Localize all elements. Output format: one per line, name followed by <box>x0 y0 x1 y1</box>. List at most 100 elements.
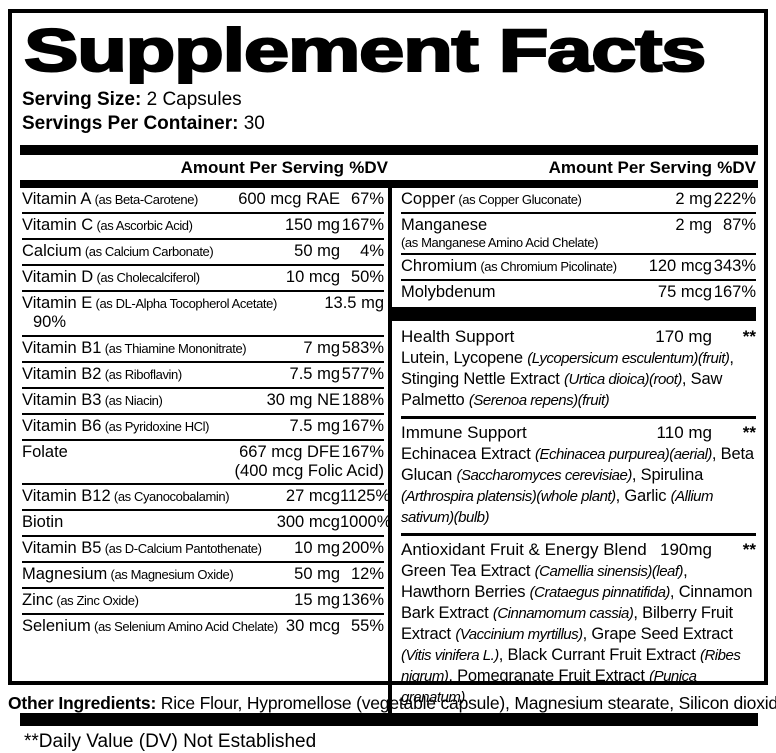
nutrient-name-cell: Magnesium (as Magnesium Oxide) <box>22 565 234 584</box>
nutrient-name: Vitamin B5 <box>22 539 102 557</box>
nutrient-name: Chromium <box>401 257 478 275</box>
nutrient-form: (as Thiamine Mononitrate) <box>101 341 247 356</box>
nutrient-row: Vitamin B2 (as Riboflavin) 7.5 mg 577% <box>22 361 384 387</box>
nutrient-name-cell: Folate <box>22 443 68 462</box>
botanical-name: (Saccharomyces cerevisiae) <box>456 467 632 484</box>
nutrient-row: Copper (as Copper Gluconate) 2 mg 222% <box>401 188 756 212</box>
nutrient-row: Manganese (as Manganese Amino Acid Chelat… <box>401 212 756 253</box>
blend-header: Antioxidant Fruit & Energy Blend 190mg ** <box>401 539 756 561</box>
serving-size-line: Serving Size: 2 Capsules <box>22 88 756 112</box>
nutrient-amount: 667 mcg DFE <box>239 443 340 461</box>
nutrient-row: Calcium (as Calcium Carbonate) 50 mg 4% <box>22 238 384 264</box>
nutrient-name-cell: Vitamin B5 (as D-Calcium Pantothenate) <box>22 539 262 558</box>
serving-size-value: 2 Capsules <box>141 89 242 110</box>
ingredient-text: , Garlic <box>615 487 671 505</box>
botanical-name: (Punica granatum) <box>401 668 697 706</box>
ingredient-text: , Pomegranate Fruit Extract <box>448 667 650 685</box>
nutrients-table: Vitamin A (as Beta-Carotene) 600 mcg RAE 6… <box>22 188 756 713</box>
nutrient-name: Calcium <box>22 242 82 260</box>
nutrient-amount: 7 mg <box>303 339 340 357</box>
botanical-name: (Camellia sinensis)(leaf) <box>534 563 684 580</box>
botanical-name: (Cinnamomum cassia) <box>492 605 634 622</box>
nutrient-amount-secondary: (400 mcg Folic Acid) <box>234 462 384 480</box>
percent-dv-header: %DV <box>349 158 388 177</box>
nutrient-row: Vitamin A (as Beta-Carotene) 600 mcg RAE 6… <box>22 188 384 212</box>
blend-amount: 190mg <box>660 540 712 559</box>
blend-amount: 110 mg <box>656 423 712 442</box>
nutrient-form: (as Manganese Amino Acid Chelate) <box>401 235 599 250</box>
botanical-name: (Echinacea purpurea)(aerial) <box>534 446 712 463</box>
nutrient-row: Vitamin C (as Ascorbic Acid) 150 mg 167% <box>22 212 384 238</box>
nutrient-amount: 30 mg NE <box>266 391 340 409</box>
nutrient-form: (as Magnesium Oxide) <box>107 567 234 582</box>
nutrient-amount: 150 mg <box>284 216 340 234</box>
nutrient-amount: 2 mg <box>675 216 712 234</box>
nutrient-form: (as Riboflavin) <box>101 367 182 382</box>
other-ingredients-label: Other Ingredients: <box>8 693 157 713</box>
nutrient-form: (as Beta-Carotene) <box>91 192 199 207</box>
blend-amount: 170 mg <box>655 327 712 346</box>
nutrient-row: Chromium (as Chromium Picolinate) 120 mcg… <box>401 253 756 279</box>
botanical-name: (Crataegus pinnatifida) <box>529 584 671 601</box>
nutrient-amount: 7.5 mg <box>289 417 340 435</box>
nutrient-dv: 1125% <box>340 487 391 505</box>
nutrient-dv: 583% <box>341 339 384 357</box>
nutrient-name-cell: Vitamin C (as Ascorbic Acid) <box>22 216 193 235</box>
nutrient-amount: 15 mg <box>294 591 340 609</box>
nutrient-name: Vitamin B12 <box>22 487 111 505</box>
nutrient-dv: 222% <box>713 190 756 208</box>
nutrient-row: Vitamin B5 (as D-Calcium Pantothenate) 10… <box>22 535 384 561</box>
table-header-left: Amount Per Serving %DV <box>22 158 388 178</box>
divider-bar-under-header <box>20 180 758 188</box>
nutrient-name: Copper <box>401 190 456 208</box>
nutrient-name: Zinc <box>22 591 54 609</box>
nutrient-amount: 300 mcg <box>276 513 340 531</box>
nutrient-row: Selenium (as Selenium Amino Acid Chelate… <box>22 613 384 639</box>
nutrient-name: Vitamin B6 <box>22 417 102 435</box>
nutrient-name: Magnesium <box>22 565 108 583</box>
botanical-name: (Urtica dioica)(root) <box>564 371 682 388</box>
nutrient-dv: 12% <box>350 565 384 583</box>
nutrient-row: Biotin 300 mcg 1000% <box>22 509 392 535</box>
nutrient-name: Vitamin D <box>22 268 94 286</box>
nutrient-form: (as Zinc Oxide) <box>53 593 139 608</box>
ingredient-text: Green Tea Extract <box>401 562 535 580</box>
ingredient-text: , Stinging Nettle Extract <box>401 349 734 388</box>
nutrient-name-cell: Vitamin B2 (as Riboflavin) <box>22 365 182 384</box>
nutrient-dv: 188% <box>341 391 384 409</box>
nutrient-name: Vitamin E <box>22 294 93 312</box>
nutrient-form: (as Chromium Picolinate) <box>477 259 617 274</box>
nutrient-amount: 7.5 mg <box>289 365 340 383</box>
blend-name: Health Support <box>401 327 515 346</box>
nutrient-amount: 75 mcg <box>657 283 712 301</box>
blend-block: Health Support 170 mg ** Lutein, Lycopene (… <box>401 323 756 416</box>
botanical-name: (Allium sativum)(bulb) <box>401 488 714 526</box>
nutrient-name-cell: Copper (as Copper Gluconate) <box>401 190 582 209</box>
blend-block: Immune Support 110 mg ** Echinacea Extract … <box>401 416 756 533</box>
nutrient-form: (as Copper Gluconate) <box>455 192 582 207</box>
blend-dv: ** <box>742 540 756 559</box>
nutrient-name-cell: Chromium (as Chromium Picolinate) <box>401 257 617 276</box>
nutrient-name-cell: Vitamin E (as DL-Alpha Tocopherol Acetat… <box>22 294 277 313</box>
amount-per-serving-header: Amount Per Serving <box>180 158 344 177</box>
nutrient-name: Vitamin B3 <box>22 391 102 409</box>
nutrient-dv: 1000% <box>340 513 392 531</box>
nutrient-amount: 50 mg <box>294 242 340 260</box>
nutrient-dv: 167% <box>341 216 384 234</box>
nutrient-form: (as DL-Alpha Tocopherol Acetate) <box>92 296 278 311</box>
nutrient-name-cell: Molybdenum <box>401 283 495 302</box>
nutrient-row: Vitamin B3 (as Niacin) 30 mg NE 188% <box>22 387 384 413</box>
nutrient-amount: 600 mcg RAE <box>238 190 340 208</box>
nutrient-name: Manganese <box>401 216 488 234</box>
botanical-name: (Vitis vinifera L.) <box>401 647 499 664</box>
nutrient-form: (as Selenium Amino Acid Chelate) <box>90 619 278 634</box>
nutrient-dv: 167% <box>341 443 384 461</box>
nutrient-dv: 136% <box>341 591 384 609</box>
nutrient-name-cell: Vitamin B6 (as Pyridoxine HCl) <box>22 417 209 436</box>
nutrient-name: Molybdenum <box>401 283 496 301</box>
serving-size-label: Serving Size: <box>22 89 142 110</box>
botanical-name: (Vaccinium myrtillus) <box>455 626 583 643</box>
nutrient-form: (as Ascorbic Acid) <box>93 218 193 233</box>
nutrient-dv: 167% <box>713 283 756 301</box>
ingredient-text: , Bilberry Fruit Extract <box>401 604 733 643</box>
